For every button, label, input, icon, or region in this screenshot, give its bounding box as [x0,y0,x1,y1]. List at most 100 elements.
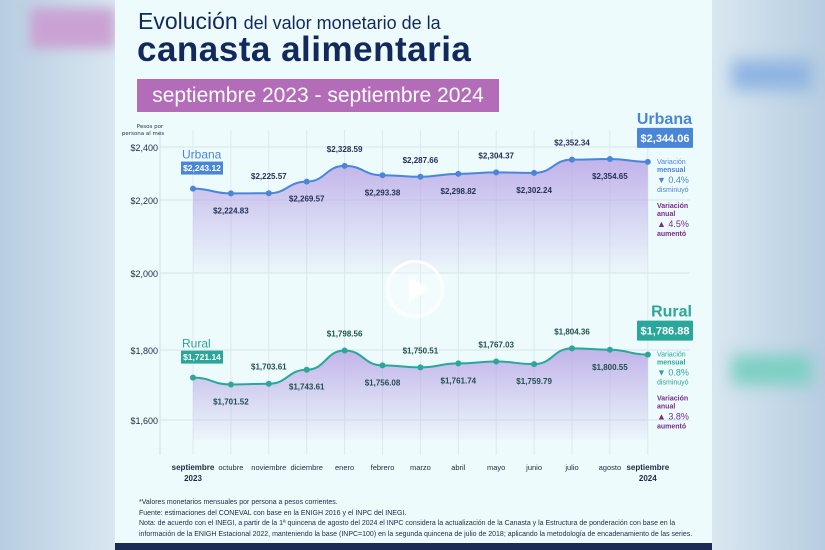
x-tick-label: 2023 [184,474,202,483]
data-label: $2,302.24 [516,186,552,195]
rural-point [606,346,613,353]
variation-annual-word: aumentó [657,424,686,431]
data-label: $2,225.57 [251,172,287,181]
last-value-label: $1,786.88 [641,326,690,338]
urbana-point [379,172,386,179]
data-label: $2,298.82 [441,187,477,196]
x-tick-label: septiembre [172,463,215,472]
first-value-label: $2,243.12 [183,163,221,173]
video-blur-right [712,0,825,550]
footnotes: *Valores monetarios mensuales por person… [139,498,692,540]
variation-annual-word: aumentó [657,231,686,238]
series-name-right: Rural [651,304,692,321]
x-tick-label: enero [335,463,354,472]
variation-annual-label: Variación [657,203,688,210]
first-value-label: $1,721.14 [183,352,221,362]
variation-monthly-label: mensual [657,167,685,174]
y-tick-label: $2,000 [130,269,158,279]
first-value-box [181,161,223,175]
x-tick-label: julio [564,463,578,472]
urbana-point [569,156,575,163]
footnote: Fuente: estimaciones del CONEVAL con bas… [139,509,407,517]
variation-monthly-word: disminuyó [657,187,689,194]
rural-point [190,374,196,381]
data-label: $1,800.55 [592,363,628,372]
rural-point [379,362,386,369]
urbana-point [493,169,500,176]
data-label: $1,703.61 [251,363,287,372]
x-tick-label: diciembre [290,463,323,472]
data-label: $2,354.65 [592,172,628,181]
urbana-area [193,159,648,273]
series-name-right: Urbana [637,111,692,128]
y-tick-label: $2,200 [130,196,158,206]
data-label: $1,743.61 [289,383,325,392]
series-name-left: Rural [182,337,211,351]
variation-monthly-word: disminuyó [657,380,689,387]
title-line-1: Evolución del valor monetario de la [138,8,441,35]
data-label: $2,352.34 [554,139,590,148]
variation-monthly-value: ▼ 0.8% [657,368,689,378]
bottom-bar [115,543,712,550]
urbana-point [455,170,462,177]
urbana-point [606,156,613,163]
urbana-point [341,162,348,169]
title-line-2: canasta alimentaria [137,30,472,69]
urbana-point [265,190,272,197]
x-tick-label: septiembre [626,463,669,472]
urbana-point [644,158,651,165]
x-tick-label: abril [451,463,466,472]
title-word: Evolución [138,8,238,34]
rural-point [644,351,651,358]
x-tick-label: febrero [371,463,395,472]
data-label: $2,224.83 [213,206,249,215]
rural-point [303,366,310,373]
data-label: $2,269.57 [289,195,325,204]
variation-annual-label: anual [657,211,675,218]
x-tick-label: octubre [218,463,243,472]
last-value-label: $2,344.06 [641,133,690,145]
x-tick-label: noviembre [251,463,286,472]
rural-point [265,380,272,387]
urbana-point [417,173,424,180]
footnote: Nota: de acuerdo con el INEGI, a partir … [139,520,676,527]
variation-annual-label: Variación [657,396,688,403]
urbana-point [227,190,234,197]
y-axis-label: Pesos por [137,124,164,130]
data-label: $2,287.66 [403,156,439,165]
footnote: información de la ENIGH Estacional 2022,… [139,530,693,538]
y-tick-label: $1,600 [130,416,158,426]
rural-point [455,360,462,367]
footnote: *Valores monetarios mensuales por person… [139,499,338,506]
subtitle-banner: septiembre 2023 - septiembre 2024 [137,79,499,112]
x-tick-label: 2024 [639,474,657,483]
urbana-point [531,169,538,176]
video-blur-left [0,0,115,550]
data-label: $1,761.74 [441,376,477,385]
series-name-left: Urbana [182,148,222,162]
play-button[interactable] [386,260,444,318]
variation-monthly-label: Variación [657,159,686,166]
x-tick-label: agosto [599,463,622,472]
rural-point [341,347,348,354]
urbana-point [303,178,310,185]
rural-point [417,364,424,371]
x-tick-label: junio [525,463,542,472]
data-label: $1,701.52 [213,397,249,406]
rural-point [531,361,538,368]
data-label: $1,798.56 [327,330,363,339]
variation-monthly-value: ▼ 0.4% [657,175,689,185]
title-rest: del valor monetario de la [243,13,441,33]
x-tick-label: mayo [487,463,505,472]
data-label: $1,767.03 [478,341,514,350]
variation-annual-label: anual [657,404,675,411]
last-value-box [637,127,693,148]
data-label: $1,804.36 [554,327,590,336]
data-label: $2,304.37 [478,151,514,160]
y-tick-label: $1,800 [130,346,158,356]
data-label: $1,750.51 [403,346,439,355]
urbana-point [190,185,196,192]
x-tick-label: marzo [410,463,431,472]
rural-point [227,381,234,388]
